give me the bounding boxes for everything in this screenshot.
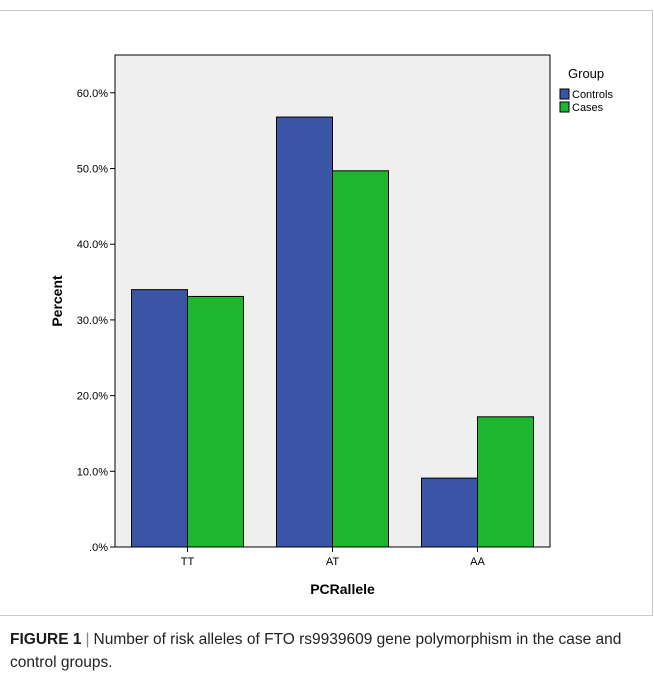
bar-controls-tt	[131, 289, 188, 548]
legend-label-cases: Cases	[572, 102, 604, 114]
bar-controls-aa	[421, 477, 478, 548]
y-tick-label: 20.0%	[77, 391, 108, 403]
y-tick-label: 60.0%	[77, 88, 108, 100]
x-tick-label: AT	[326, 556, 340, 568]
bar-cases-tt	[187, 295, 244, 548]
x-tick-label: TT	[181, 556, 195, 568]
bar-cases-at	[332, 170, 389, 548]
bar-chart: .0% 10.0% 20.0% 30.0% 40.0% 50.0% 60.0% TT AT AA P…	[49, 54, 613, 597]
y-axis-title: Percent	[49, 275, 65, 327]
y-tick-label: 50.0%	[77, 164, 108, 176]
y-tick-label: .0%	[89, 542, 108, 554]
y-tick-label: 40.0%	[77, 239, 108, 251]
bar-controls-at	[276, 116, 333, 548]
caption-text: Number of risk alleles of FTO rs9939609 …	[10, 631, 622, 671]
figure-label: FIGURE 1	[10, 631, 82, 648]
figure-caption: FIGURE 1 | Number of risk alleles of FTO r…	[10, 628, 640, 674]
legend-label-controls: Controls	[572, 89, 613, 101]
caption-separator: |	[85, 631, 90, 648]
figure-frame	[0, 10, 653, 616]
legend-swatch-cases	[559, 101, 570, 113]
x-axis-title: PCRallele	[310, 581, 375, 597]
x-tick-label: AA	[470, 556, 485, 568]
legend-title: Group	[568, 66, 604, 81]
y-tick-label: 10.0%	[77, 466, 108, 478]
bar-cases-aa	[477, 416, 534, 548]
y-tick-label: 30.0%	[77, 315, 108, 327]
legend-swatch-controls	[559, 88, 570, 100]
